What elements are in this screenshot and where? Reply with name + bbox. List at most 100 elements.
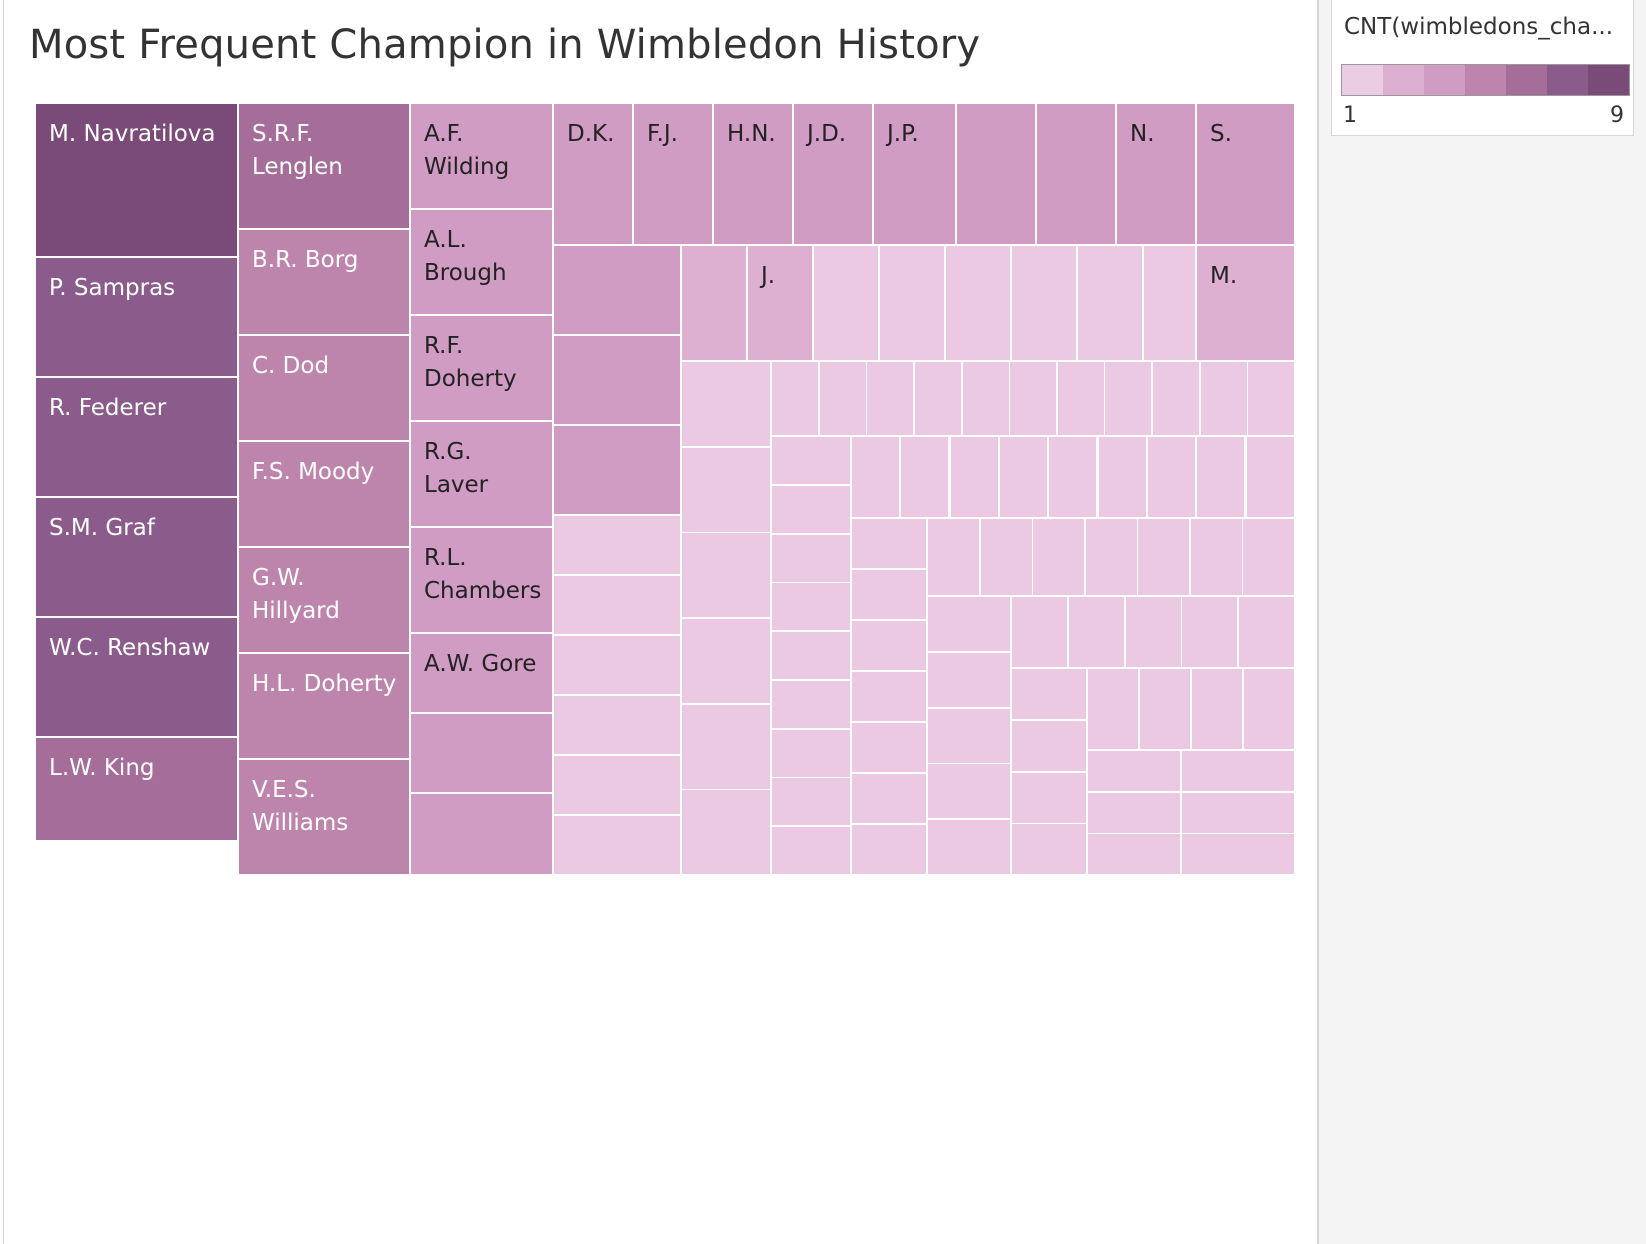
treemap-tile[interactable] — [1009, 361, 1057, 436]
treemap-tile[interactable]: P. Sampras — [35, 257, 238, 377]
treemap-tile[interactable] — [553, 515, 681, 575]
treemap-tile[interactable]: L.W. King — [35, 737, 238, 841]
treemap-tile[interactable]: V.E.S. Williams — [238, 759, 410, 875]
treemap-tile[interactable] — [771, 582, 851, 631]
treemap-tile[interactable] — [927, 596, 1011, 652]
treemap-tile[interactable] — [1048, 436, 1097, 518]
treemap-tile[interactable] — [1196, 436, 1245, 518]
treemap-tile[interactable] — [771, 777, 851, 826]
treemap-tile[interactable]: J.D. — [793, 103, 873, 245]
treemap-tile[interactable]: H.L. Doherty — [238, 653, 410, 759]
treemap-tile[interactable]: J.P. — [873, 103, 956, 245]
treemap-tile[interactable]: A.F. Wilding — [410, 103, 553, 209]
treemap-tile[interactable] — [553, 335, 681, 425]
treemap-tile[interactable] — [1087, 833, 1181, 875]
treemap-tile[interactable] — [851, 824, 927, 875]
treemap-tile[interactable] — [771, 826, 851, 875]
treemap-tile[interactable]: C. Dod — [238, 335, 410, 441]
treemap-tile[interactable]: R.L. Chambers — [410, 527, 553, 633]
treemap-tile[interactable] — [1152, 361, 1200, 436]
treemap-tile[interactable] — [771, 680, 851, 729]
treemap-tile[interactable] — [927, 652, 1011, 708]
treemap-tile[interactable] — [866, 361, 914, 436]
treemap-tile[interactable] — [1077, 245, 1143, 361]
treemap-tile[interactable] — [927, 819, 1011, 875]
treemap-tile[interactable] — [851, 620, 927, 671]
treemap-tile[interactable]: S.M. Graf — [35, 497, 238, 617]
treemap-tile[interactable] — [813, 245, 879, 361]
treemap-tile[interactable] — [1238, 596, 1295, 668]
treemap-tile[interactable]: R. Federer — [35, 377, 238, 497]
treemap-tile[interactable] — [771, 485, 851, 534]
treemap-tile[interactable]: G.W. Hillyard — [238, 547, 410, 653]
treemap-tile[interactable] — [771, 729, 851, 778]
treemap-tile[interactable] — [1137, 518, 1190, 596]
treemap-tile[interactable] — [1036, 103, 1116, 245]
treemap-tile[interactable] — [927, 763, 1011, 819]
treemap-tile[interactable] — [681, 245, 747, 361]
treemap-tile[interactable] — [1200, 361, 1248, 436]
treemap-tile[interactable] — [1190, 518, 1243, 596]
treemap-tile[interactable] — [914, 361, 962, 436]
treemap-tile[interactable] — [1246, 436, 1295, 518]
treemap-tile[interactable] — [681, 618, 771, 704]
treemap-tile[interactable] — [1011, 720, 1087, 772]
treemap-tile[interactable] — [410, 793, 553, 875]
treemap-tile[interactable]: F.J. — [633, 103, 713, 245]
treemap-tile[interactable] — [771, 361, 819, 436]
treemap-tile[interactable] — [1181, 792, 1295, 834]
treemap-tile[interactable] — [1143, 245, 1196, 361]
treemap-tile[interactable] — [1191, 668, 1243, 750]
treemap-tile[interactable] — [1011, 772, 1087, 824]
treemap-tile[interactable] — [851, 436, 900, 518]
treemap-tile[interactable]: H.N. — [713, 103, 793, 245]
treemap-tile[interactable] — [900, 436, 949, 518]
treemap-tile[interactable]: N. — [1116, 103, 1196, 245]
treemap-tile[interactable] — [553, 755, 681, 815]
treemap-tile[interactable] — [1068, 596, 1125, 668]
treemap-tile[interactable]: J. — [747, 245, 813, 361]
treemap-tile[interactable] — [999, 436, 1048, 518]
treemap-tile[interactable] — [950, 436, 999, 518]
treemap-tile[interactable]: S.R.F. Lenglen — [238, 103, 410, 229]
treemap-tile[interactable] — [681, 789, 771, 875]
treemap-tile[interactable] — [1098, 436, 1147, 518]
treemap-tile[interactable] — [771, 436, 851, 485]
treemap-tile[interactable] — [1011, 245, 1077, 361]
treemap-tile[interactable] — [851, 569, 927, 620]
treemap-tile[interactable] — [681, 704, 771, 790]
treemap-tile[interactable] — [879, 245, 945, 361]
treemap-tile[interactable] — [553, 635, 681, 695]
treemap-tile[interactable] — [1243, 668, 1295, 750]
treemap-tile[interactable] — [410, 713, 553, 793]
treemap-tile[interactable] — [1181, 833, 1295, 875]
treemap-tile[interactable] — [1085, 518, 1138, 596]
treemap-tile[interactable]: R.F. Doherty — [410, 315, 553, 421]
treemap-tile[interactable] — [945, 245, 1011, 361]
treemap-tile[interactable]: D.K. — [553, 103, 633, 245]
treemap-tile[interactable] — [851, 722, 927, 773]
treemap-tile[interactable] — [553, 425, 681, 515]
treemap-tile[interactable]: M. — [1196, 245, 1295, 361]
treemap-tile[interactable] — [1147, 436, 1196, 518]
treemap-tile[interactable] — [1011, 823, 1087, 875]
treemap-tile[interactable]: F.S. Moody — [238, 441, 410, 547]
treemap-tile[interactable] — [1087, 792, 1181, 834]
treemap-tile[interactable] — [980, 518, 1033, 596]
treemap-tile[interactable] — [553, 245, 681, 335]
treemap-tile[interactable] — [851, 518, 927, 569]
treemap-tile[interactable] — [956, 103, 1036, 245]
treemap-tile[interactable] — [851, 671, 927, 722]
treemap-tile[interactable] — [771, 631, 851, 680]
treemap-tile[interactable] — [1087, 750, 1181, 792]
treemap-tile[interactable]: S. — [1196, 103, 1295, 245]
treemap-tile[interactable] — [1125, 596, 1182, 668]
treemap-tile[interactable] — [681, 532, 771, 618]
treemap-tile[interactable] — [1011, 596, 1068, 668]
treemap-tile[interactable] — [1057, 361, 1105, 436]
treemap-tile[interactable] — [553, 695, 681, 755]
treemap-tile[interactable] — [681, 361, 771, 447]
treemap-tile[interactable]: R.G. Laver — [410, 421, 553, 527]
treemap-tile[interactable] — [1247, 361, 1295, 436]
color-legend[interactable]: CNT(wimbledons_cha... 1 9 — [1331, 0, 1634, 136]
